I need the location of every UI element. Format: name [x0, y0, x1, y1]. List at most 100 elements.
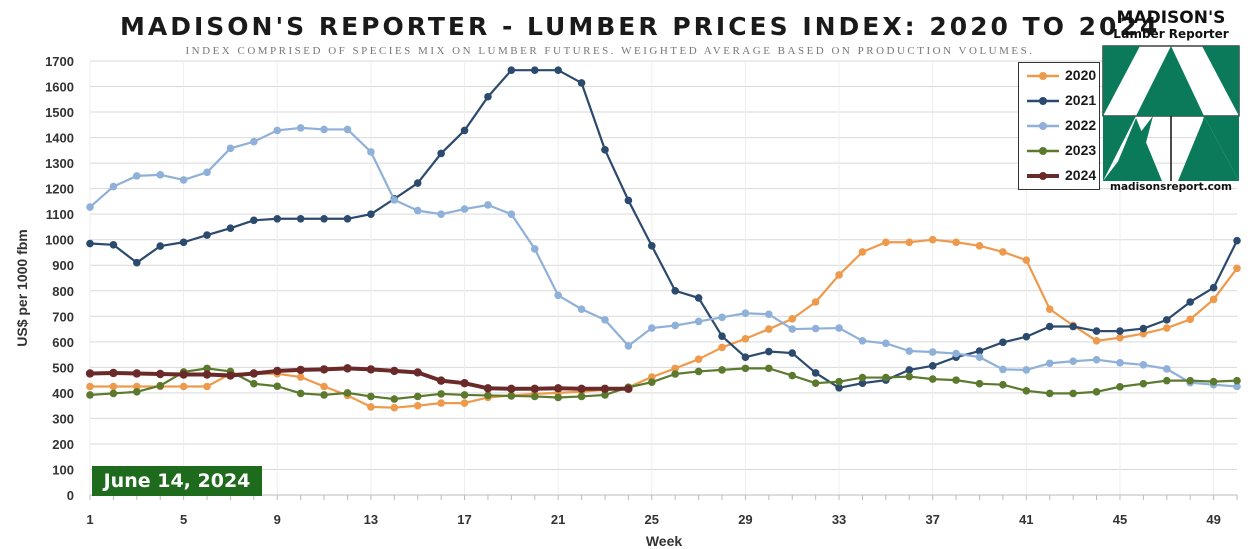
data-point-2022: [226, 144, 235, 153]
data-point-2022: [765, 310, 773, 319]
legend-item-2021: 2021: [1025, 91, 1099, 111]
data-point-2022: [250, 137, 258, 146]
data-point-2022: [554, 291, 562, 300]
data-point-2023: [765, 364, 773, 373]
data-point-2021: [835, 383, 843, 392]
data-point-2024: [179, 370, 188, 379]
logo-tree-shape: [1110, 118, 1162, 181]
data-point-2022: [156, 171, 165, 179]
x-tick-label: 49: [1206, 512, 1220, 527]
data-point-2022: [741, 309, 750, 318]
y-tick-label: 1100: [46, 207, 74, 222]
data-point-2023: [718, 366, 726, 374]
data-point-2020: [718, 343, 726, 352]
data-point-2021: [296, 214, 305, 223]
series-2023: [86, 364, 1241, 403]
series-line-2022: [89, 126, 1238, 388]
data-point-2022: [624, 342, 633, 350]
y-tick-label: 1200: [45, 182, 74, 197]
data-point-2020: [858, 248, 867, 256]
x-tick-label: 21: [551, 512, 565, 527]
data-point-2020: [788, 315, 797, 323]
data-point-2022: [343, 125, 352, 134]
data-point-2024: [132, 369, 142, 378]
data-point-2021: [765, 347, 773, 356]
data-point-2022: [601, 316, 609, 324]
data-point-2020: [882, 238, 890, 247]
data-point-2022: [507, 210, 516, 218]
data-point-2022: [133, 172, 141, 180]
y-tick-label: 1400: [45, 131, 74, 146]
data-point-2020: [1186, 315, 1194, 324]
y-tick-label: 200: [52, 437, 74, 452]
series-line-2023: [89, 367, 1238, 401]
y-tick-label: 600: [52, 335, 74, 350]
data-point-2022: [390, 196, 399, 204]
data-point-2023: [413, 392, 422, 401]
data-point-2020: [905, 238, 914, 247]
data-point-2021: [507, 66, 516, 74]
data-point-2021: [811, 369, 820, 377]
data-point-2022: [788, 325, 797, 333]
data-point-2022: [320, 125, 328, 134]
data-point-2023: [577, 392, 586, 401]
legend-label: 2023: [1065, 142, 1097, 158]
x-tick-label: 45: [1113, 512, 1127, 527]
data-point-2020: [390, 403, 399, 412]
x-tick-label: 37: [925, 512, 939, 527]
data-point-2021: [86, 239, 94, 248]
data-point-2024: [366, 365, 376, 374]
data-point-2023: [156, 381, 165, 390]
data-point-2023: [999, 380, 1007, 389]
data-point-2024: [413, 368, 422, 377]
data-point-2021: [1233, 236, 1241, 245]
data-point-2020: [1162, 324, 1171, 332]
data-point-2023: [1069, 389, 1077, 398]
y-tick-label: 700: [52, 309, 74, 324]
data-point-2021: [413, 179, 422, 187]
logo-tree-shape: [1202, 46, 1239, 116]
legend-swatch: [1027, 72, 1059, 80]
data-point-2022: [296, 124, 305, 132]
chart-legend: 2020 2021 2022 2023 2024: [1018, 62, 1100, 190]
logo-tree-shape: [1178, 118, 1232, 181]
data-point-2023: [109, 389, 118, 398]
data-point-2021: [741, 353, 750, 361]
data-point-2020: [1233, 264, 1241, 273]
data-point-2020: [999, 248, 1007, 256]
data-point-2023: [133, 388, 141, 396]
data-point-2023: [975, 379, 984, 388]
data-point-2023: [86, 391, 94, 399]
data-point-2020: [367, 403, 375, 411]
data-point-2022: [647, 324, 656, 332]
data-point-2021: [858, 379, 867, 387]
data-point-2021: [928, 362, 937, 370]
logo-url: madisonsreport.com: [1110, 181, 1232, 193]
data-point-2020: [952, 238, 960, 247]
data-point-2021: [273, 214, 282, 223]
data-point-2022: [460, 205, 469, 213]
y-tick-label: 1300: [45, 156, 74, 171]
data-point-2020: [835, 271, 843, 279]
data-point-2022: [905, 347, 914, 355]
data-point-2021: [975, 347, 984, 355]
data-point-2024: [553, 384, 563, 393]
y-tick-label: 900: [52, 258, 74, 273]
data-point-2021: [999, 338, 1007, 347]
series-2024: [85, 364, 633, 393]
data-point-2023: [601, 391, 609, 399]
data-point-2023: [928, 375, 937, 383]
legend-label: 2022: [1065, 117, 1097, 133]
data-point-2020: [296, 373, 305, 381]
data-point-2022: [882, 339, 890, 348]
data-point-2022: [975, 353, 984, 361]
data-point-2022: [694, 317, 703, 326]
logo-subtitle: Lumber Reporter: [1113, 27, 1229, 41]
y-tick-label: 400: [52, 386, 74, 401]
data-point-2020: [975, 242, 984, 250]
data-point-2021: [601, 146, 609, 154]
data-point-2024: [343, 364, 352, 373]
data-point-2021: [1162, 316, 1171, 324]
data-point-2022: [1069, 357, 1077, 366]
logo-tree-shape: [1103, 116, 1136, 181]
